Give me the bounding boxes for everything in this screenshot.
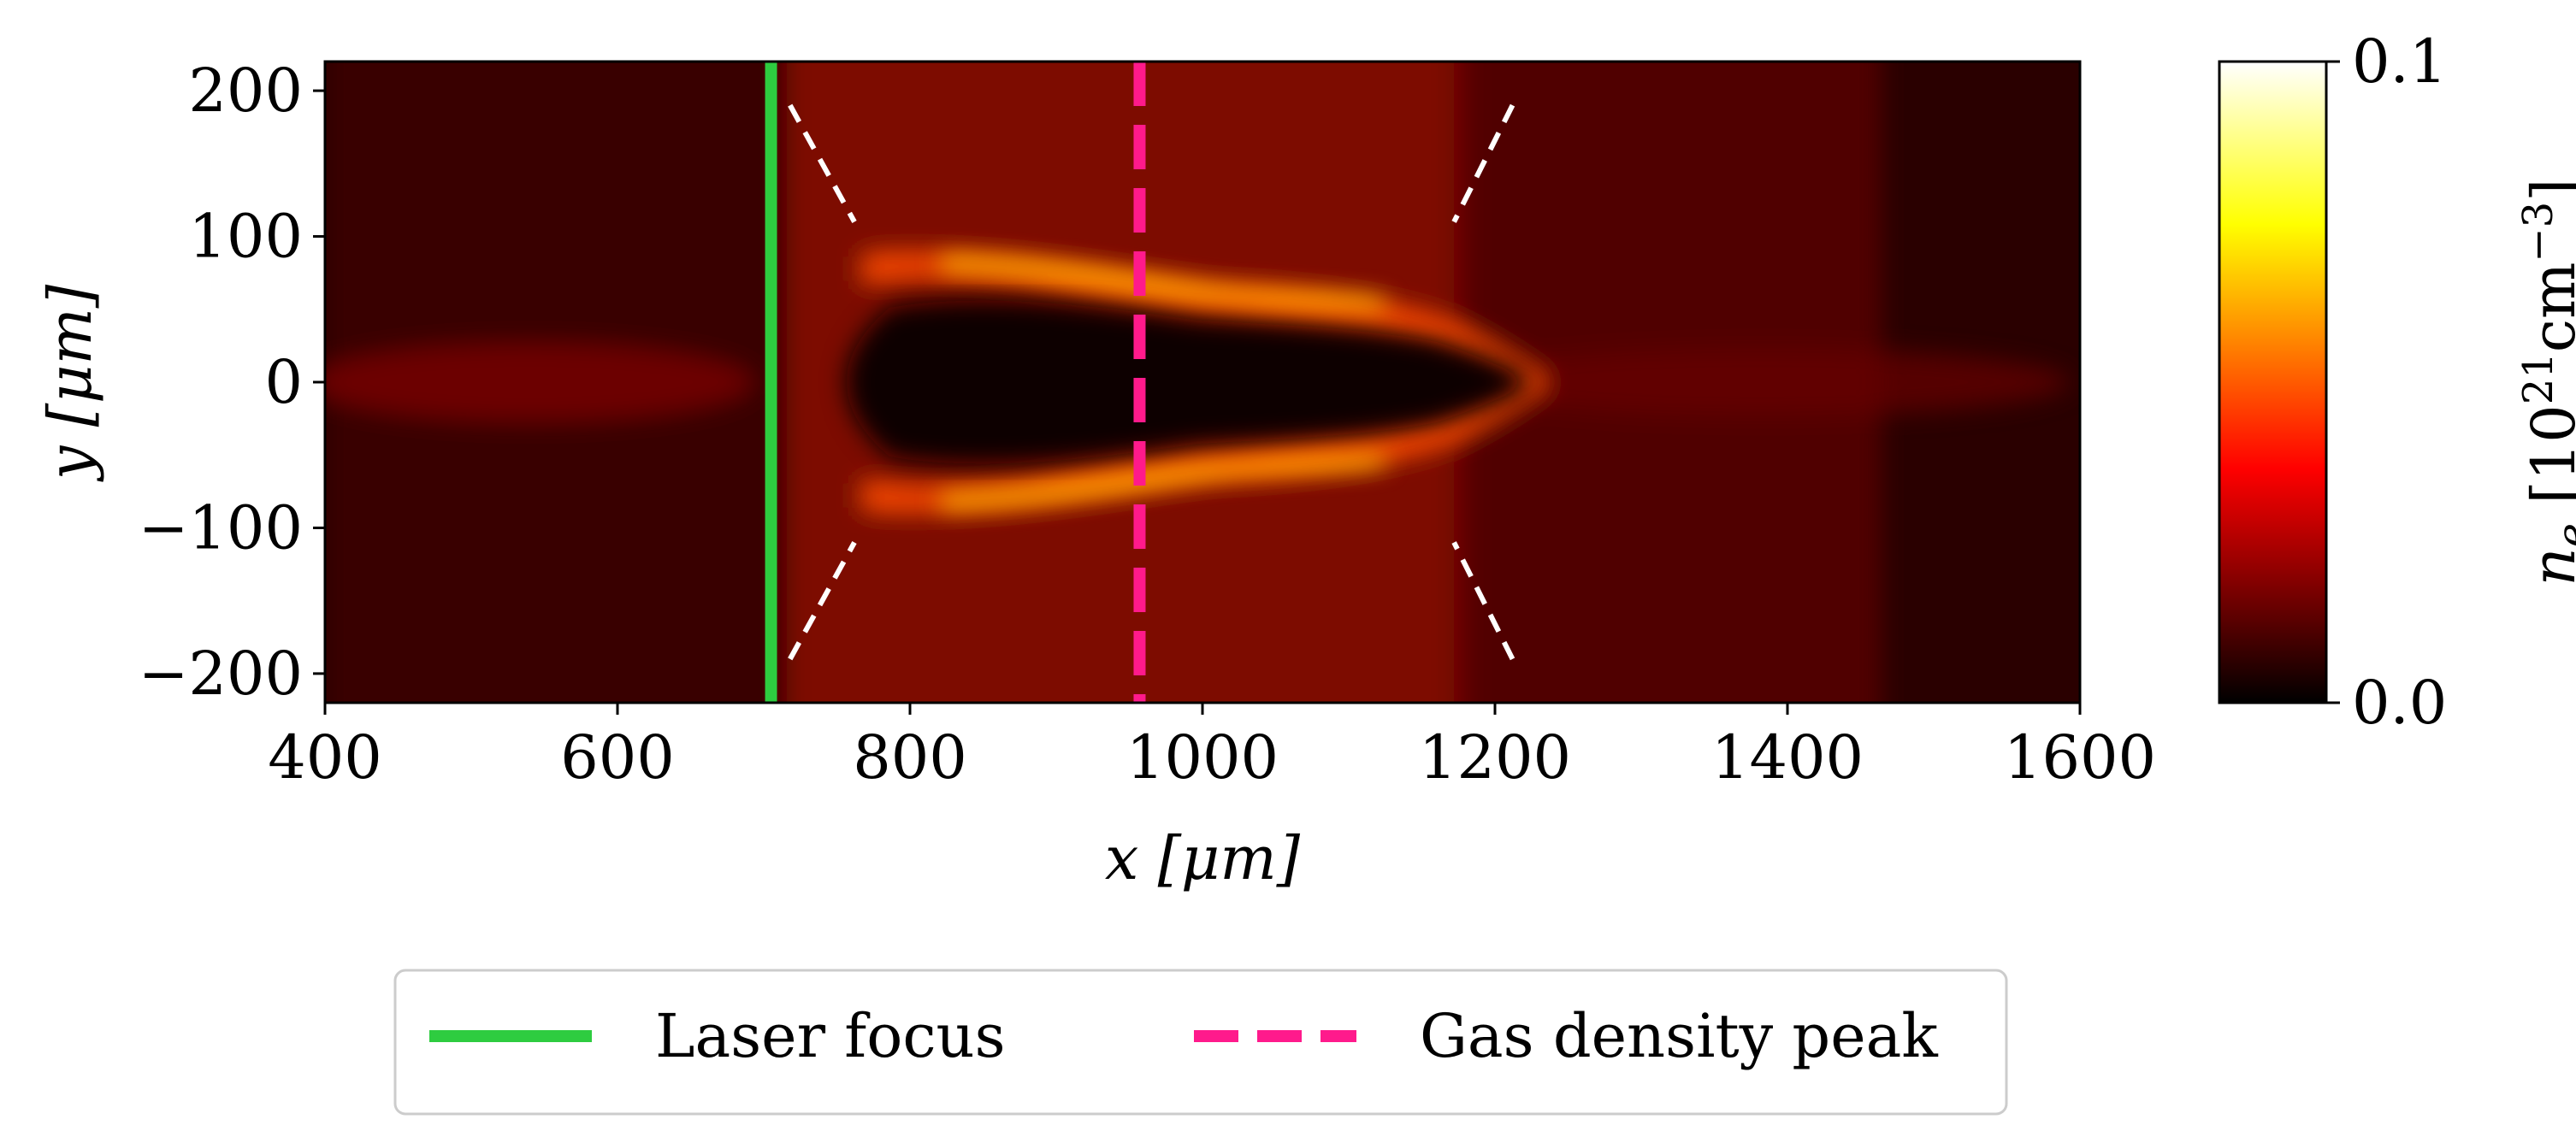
axis-glow-right xyxy=(1454,348,2070,416)
legend-label-gas-density-peak: Gas density peak xyxy=(1420,1001,1938,1071)
upper-sheath-core xyxy=(941,256,1385,309)
colorbar-label: ne [1021cm−3] xyxy=(2514,179,2576,586)
cone-marker xyxy=(788,541,857,661)
overlay-lines xyxy=(765,62,1515,703)
colorbar-tick-label: 0.1 xyxy=(2352,27,2447,97)
x-axis: 400 600 800 1000 1200 1400 1600 xyxy=(268,703,2156,792)
y-tick-label: 0 xyxy=(264,347,303,417)
lower-sheath xyxy=(864,382,1548,510)
colorbar xyxy=(2218,60,2328,704)
cone-marker xyxy=(1451,541,1515,661)
legend: Laser focus Gas density peak xyxy=(393,969,2008,1116)
y-tick-label: −100 xyxy=(139,492,303,563)
x-tick-label: 400 xyxy=(268,722,382,792)
y-tick-label: 200 xyxy=(188,56,303,126)
legend-label-laser-focus: Laser focus xyxy=(655,1001,1006,1071)
lower-sheath-core xyxy=(941,455,1385,508)
cone-marker xyxy=(1451,103,1515,223)
y-axis: −200 −100 0 100 200 xyxy=(139,56,325,709)
heatmap xyxy=(325,62,2080,703)
x-tick-label: 1000 xyxy=(1126,722,1279,792)
plasma-channel xyxy=(847,300,1531,464)
y-axis-label: y [μm] xyxy=(35,284,105,482)
x-tick-label: 1400 xyxy=(1711,722,1864,792)
axis-glow-left xyxy=(325,344,753,421)
x-tick-label: 1600 xyxy=(2004,722,2156,792)
colorbar-ticks: 0.0 0.1 xyxy=(2326,27,2447,738)
x-tick-label: 600 xyxy=(560,722,675,792)
y-tick-label: 100 xyxy=(188,202,303,272)
upper-sheath xyxy=(864,255,1548,382)
x-tick-label: 1200 xyxy=(1419,722,1571,792)
x-tick-label: 800 xyxy=(853,722,967,792)
cone-marker xyxy=(788,103,857,223)
y-tick-label: −200 xyxy=(139,639,303,709)
colorbar-tick-label: 0.0 xyxy=(2352,668,2447,738)
x-axis-label: x [μm] xyxy=(1105,823,1301,893)
